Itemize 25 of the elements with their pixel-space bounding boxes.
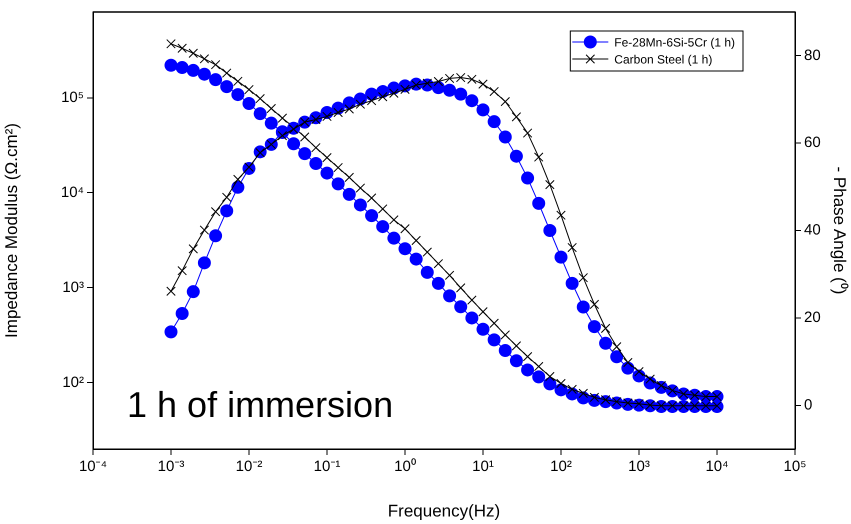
y2-tick-label: 20 — [804, 309, 821, 326]
y-tick-label: 10⁴ — [60, 184, 84, 201]
annotation: 1 h of immersion — [127, 384, 394, 425]
y2-tick-label: 0 — [804, 396, 812, 414]
y2-axis-title: - Phase Angle (⁰) — [830, 166, 850, 294]
x-tick-label: 10⁵ — [784, 458, 806, 476]
x-tick-label: 10⁻² — [236, 458, 262, 476]
x-axis-title: Frequency(Hz) — [388, 501, 500, 520]
y-axis-title: Impedance Modulus (Ω.cm²) — [2, 123, 21, 338]
y-tick-label: 10⁵ — [61, 88, 84, 106]
x-tick-label: 10⁻³ — [158, 458, 184, 476]
y-tick-label: 10³ — [62, 278, 84, 296]
y2-tick-label: 80 — [804, 46, 821, 64]
y2-tick-label: 60 — [804, 134, 821, 152]
x-tick-label: 10⁰ — [394, 458, 416, 476]
x-tick-label: 10³ — [628, 458, 650, 476]
legend-label: Carbon Steel (1 h) — [614, 52, 712, 66]
x-tick-label: 10⁻⁴ — [78, 458, 108, 476]
x-tick-label: 10⁻¹ — [314, 458, 340, 476]
x-tick-label: 10² — [550, 458, 572, 476]
y2-tick-label: 40 — [804, 222, 821, 239]
x-tick-label: 10¹ — [472, 458, 494, 476]
legend-label: Fe-28Mn-6Si-5Cr (1 h) — [614, 35, 736, 50]
x-tick-label: 10⁴ — [705, 458, 729, 476]
y-tick-label: 10² — [62, 374, 84, 391]
